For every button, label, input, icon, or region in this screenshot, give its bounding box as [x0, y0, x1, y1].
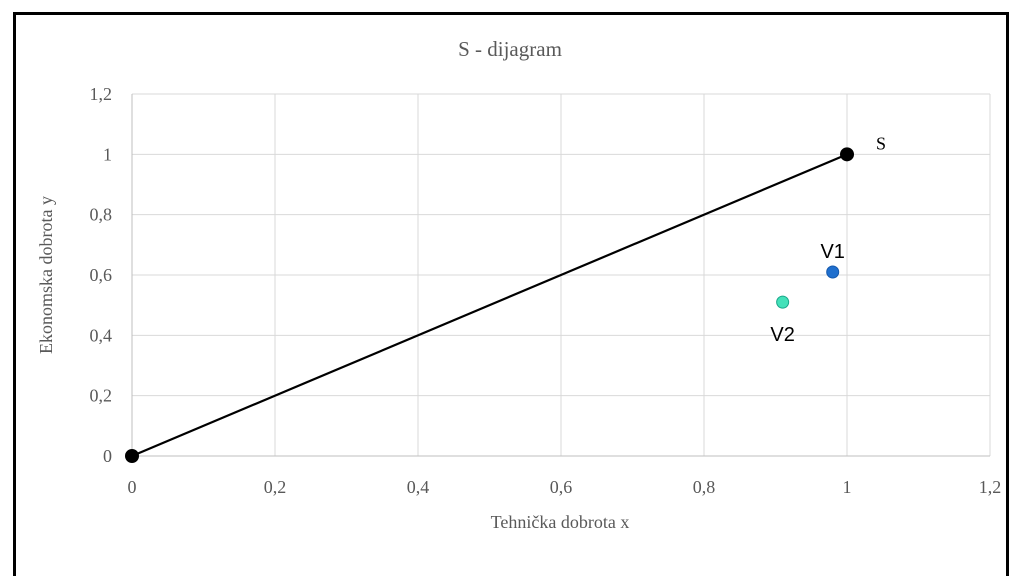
y-tick-label-0: 0 [103, 446, 112, 466]
y-tick-label-1: 0,2 [90, 386, 113, 406]
x-tick-label-2: 0,4 [407, 477, 430, 497]
y-tick-label-6: 1,2 [90, 84, 113, 104]
x-tick-label-5: 1 [843, 477, 852, 497]
y-tick-label-4: 0,8 [90, 205, 113, 225]
x-tick-label-6: 1,2 [979, 477, 1002, 497]
y-tick-label-3: 0,6 [90, 265, 113, 285]
x-axis-title: Tehnička dobrota x [491, 512, 630, 532]
chart-title: S - dijagram [458, 37, 562, 61]
series-point-s-1 [840, 147, 854, 162]
point-label-v2: V2 [770, 324, 794, 346]
point-label-s: S [876, 133, 886, 153]
y-tick-label-5: 1 [103, 144, 112, 164]
x-tick-label-1: 0,2 [264, 477, 287, 497]
label-layer: S V1 V2 [770, 133, 886, 346]
x-tick-label-3: 0,6 [550, 477, 573, 497]
axis-layer: 0 0,2 0,4 0,6 0,8 1 1,2 0 0,2 0,4 0,6 0,8 1 1,2 [90, 84, 1002, 497]
data-point-v2 [776, 295, 790, 309]
x-tick-label-4: 0,8 [693, 477, 716, 497]
y-tick-label-2: 0,4 [90, 325, 113, 345]
chart-frame [13, 12, 1009, 576]
series-layer [125, 147, 854, 463]
series-line-s [131, 153, 848, 458]
point-label-v1: V1 [820, 241, 844, 263]
x-tick-label-0: 0 [128, 477, 137, 497]
y-axis-title: Ekonomska dobrota y [36, 196, 56, 354]
series-point-s-0 [125, 449, 139, 463]
data-point-v1 [826, 265, 840, 279]
